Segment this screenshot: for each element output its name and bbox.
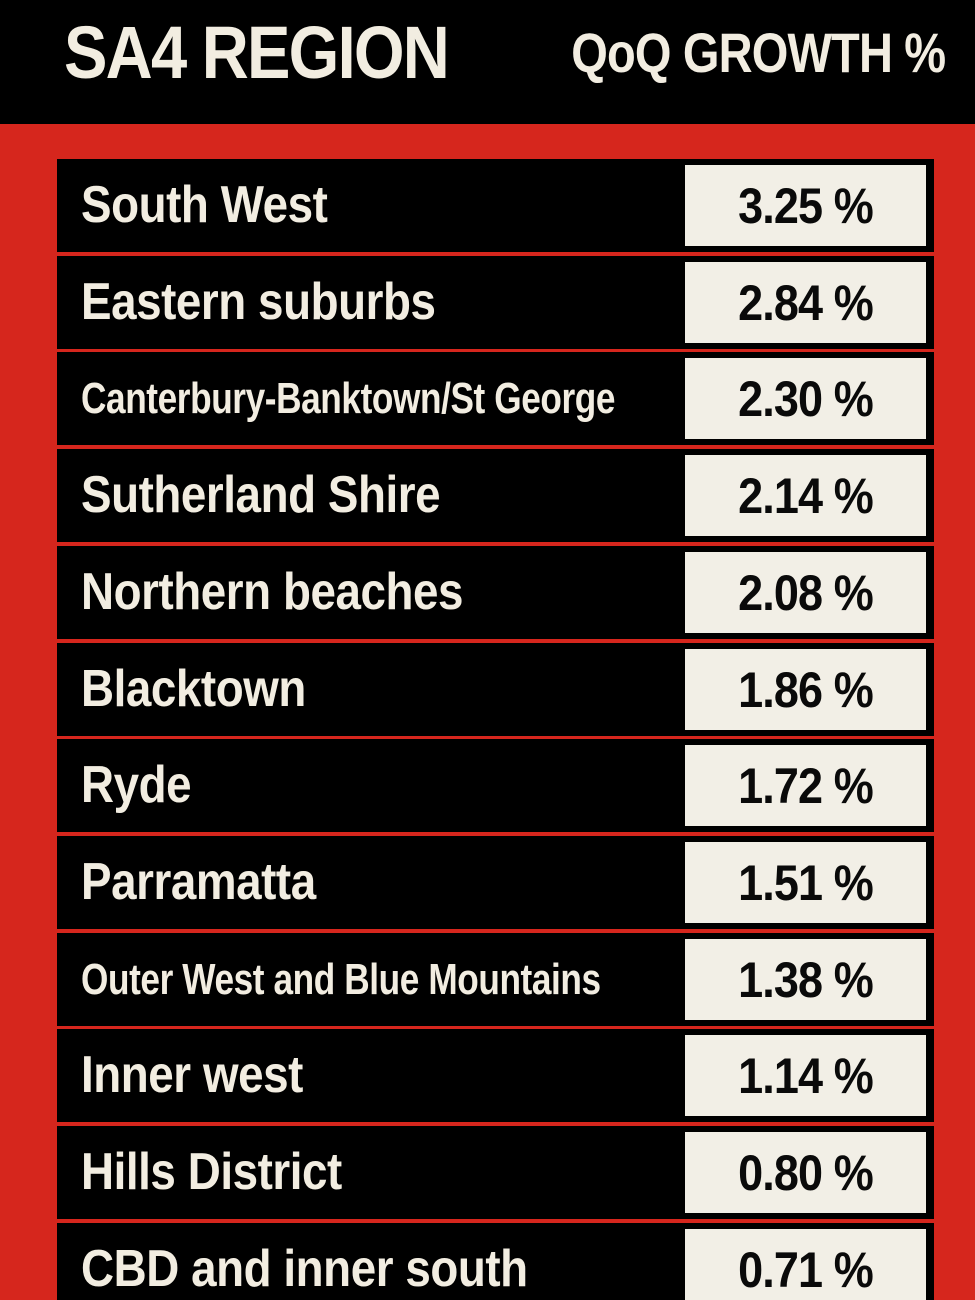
table-row: Blacktown 1.86 %: [57, 643, 934, 736]
table-header: SA4 REGION QoQ GROWTH %: [0, 0, 975, 124]
table-row: South West 3.25 %: [57, 159, 934, 252]
growth-value: 2.30 %: [738, 371, 874, 427]
growth-value: 3.25 %: [738, 178, 874, 234]
growth-value: 0.71 %: [738, 1242, 874, 1298]
region-name: South West: [81, 176, 328, 234]
region-name: Sutherland Shire: [81, 466, 441, 524]
growth-value-box: 2.84 %: [685, 262, 926, 343]
table-row: Canterbury-Banktown/St George 2.30 %: [57, 352, 934, 445]
table-row: Sutherland Shire 2.14 %: [57, 449, 934, 542]
growth-table: South West 3.25 % Eastern suburbs 2.84 % Can…: [57, 159, 934, 1300]
table-row: Inner west 1.14 %: [57, 1029, 934, 1122]
growth-column-header: QoQ GROWTH %: [570, 21, 946, 84]
table-row: Parramatta 1.51 %: [57, 836, 934, 929]
growth-value: 1.72 %: [738, 758, 874, 814]
growth-value: 2.84 %: [738, 275, 874, 331]
growth-value: 1.86 %: [738, 662, 874, 718]
region-name: Eastern suburbs: [81, 273, 436, 331]
growth-value: 2.08 %: [738, 565, 874, 621]
growth-value-box: 2.08 %: [685, 552, 926, 633]
growth-value: 2.14 %: [738, 468, 874, 524]
region-name: Ryde: [81, 756, 192, 814]
region-name: Hills District: [81, 1143, 342, 1201]
growth-value-box: 1.38 %: [685, 939, 926, 1020]
region-name: CBD and inner south: [81, 1240, 528, 1298]
table-row: Hills District 0.80 %: [57, 1126, 934, 1219]
growth-value-box: 0.71 %: [685, 1229, 926, 1300]
table-row: CBD and inner south 0.71 %: [57, 1223, 934, 1300]
growth-value: 0.80 %: [738, 1145, 874, 1201]
region-name: Parramatta: [81, 853, 316, 911]
region-name: Inner west: [81, 1046, 303, 1104]
growth-value-box: 0.80 %: [685, 1132, 926, 1213]
table-row: Northern beaches 2.08 %: [57, 546, 934, 639]
region-name: Northern beaches: [81, 563, 464, 621]
region-column-header: SA4 REGION: [64, 11, 450, 94]
table-row: Outer West and Blue Mountains 1.38 %: [57, 933, 934, 1026]
growth-value: 1.51 %: [738, 855, 874, 911]
growth-value: 1.14 %: [738, 1048, 874, 1104]
growth-value-box: 1.51 %: [685, 842, 926, 923]
growth-value-box: 1.72 %: [685, 745, 926, 826]
growth-value-box: 1.86 %: [685, 649, 926, 730]
region-name: Blacktown: [81, 660, 306, 718]
growth-value-box: 2.30 %: [685, 358, 926, 439]
growth-value: 1.38 %: [738, 952, 874, 1008]
table-row: Eastern suburbs 2.84 %: [57, 256, 934, 349]
region-name: Canterbury-Banktown/St George: [81, 374, 616, 423]
table-row: Ryde 1.72 %: [57, 739, 934, 832]
growth-value-box: 3.25 %: [685, 165, 926, 246]
region-name: Outer West and Blue Mountains: [81, 955, 601, 1004]
growth-value-box: 2.14 %: [685, 455, 926, 536]
growth-value-box: 1.14 %: [685, 1035, 926, 1116]
